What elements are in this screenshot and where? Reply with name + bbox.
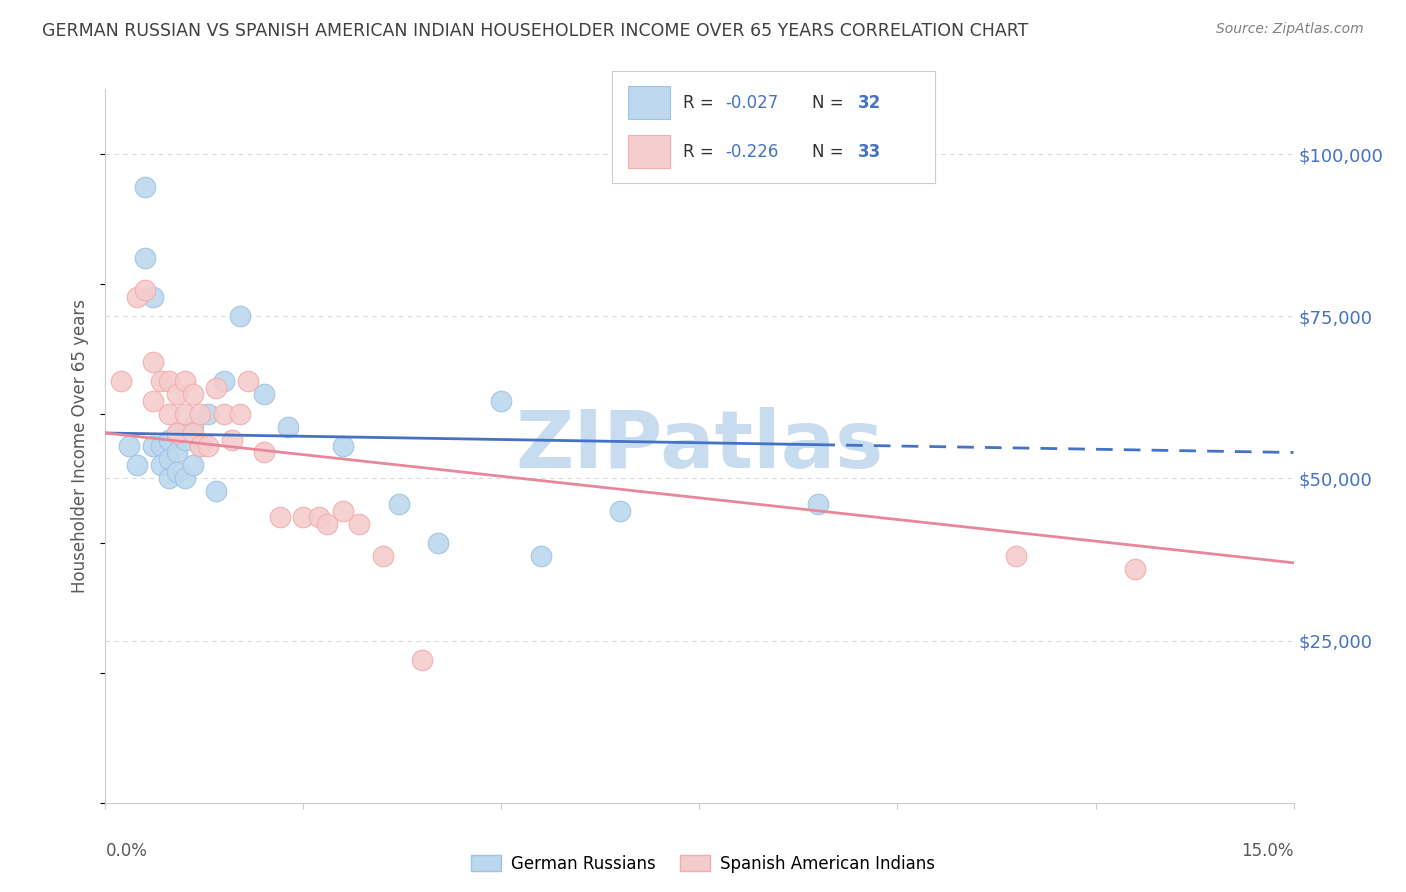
- Point: [127, 290, 149, 304]
- Text: 32: 32: [858, 94, 880, 112]
- Point: [173, 374, 195, 388]
- Point: [277, 419, 299, 434]
- Text: R =: R =: [683, 143, 718, 161]
- Point: [411, 653, 433, 667]
- Point: [197, 439, 219, 453]
- Point: [142, 393, 165, 408]
- Point: [142, 290, 165, 304]
- Text: N =: N =: [813, 94, 849, 112]
- Point: [134, 179, 156, 194]
- Point: [221, 433, 243, 447]
- Point: [190, 439, 212, 453]
- Legend: German Russians, Spanish American Indians: German Russians, Spanish American Indian…: [464, 848, 942, 880]
- Point: [149, 458, 172, 473]
- Point: [181, 458, 204, 473]
- Point: [173, 471, 195, 485]
- Text: -0.027: -0.027: [725, 94, 778, 112]
- Point: [332, 439, 354, 453]
- Point: [149, 374, 172, 388]
- Point: [157, 452, 180, 467]
- Point: [308, 510, 330, 524]
- Text: ZIPatlas: ZIPatlas: [516, 407, 883, 485]
- Bar: [627, 86, 669, 120]
- Bar: [627, 135, 669, 169]
- Text: 33: 33: [858, 143, 880, 161]
- Text: N =: N =: [813, 143, 849, 161]
- Point: [166, 465, 188, 479]
- Point: [166, 445, 188, 459]
- Point: [157, 471, 180, 485]
- Y-axis label: Householder Income Over 65 years: Householder Income Over 65 years: [72, 299, 90, 593]
- Point: [157, 374, 180, 388]
- Point: [1123, 562, 1146, 576]
- Point: [118, 439, 141, 453]
- Point: [214, 407, 236, 421]
- Point: [197, 407, 219, 421]
- Point: [181, 419, 204, 434]
- Point: [166, 425, 188, 440]
- Point: [229, 310, 252, 324]
- Point: [332, 504, 354, 518]
- Point: [214, 374, 236, 388]
- Point: [134, 251, 156, 265]
- Point: [173, 407, 195, 421]
- Point: [427, 536, 450, 550]
- Text: 0.0%: 0.0%: [105, 842, 148, 860]
- Point: [110, 374, 132, 388]
- Point: [190, 407, 212, 421]
- Point: [229, 407, 252, 421]
- Point: [134, 283, 156, 297]
- Point: [269, 510, 291, 524]
- Point: [157, 433, 180, 447]
- Point: [157, 407, 180, 421]
- Point: [491, 393, 513, 408]
- Point: [149, 439, 172, 453]
- Point: [292, 510, 315, 524]
- Point: [173, 433, 195, 447]
- Point: [142, 354, 165, 368]
- Text: 15.0%: 15.0%: [1241, 842, 1294, 860]
- Point: [142, 439, 165, 453]
- Point: [1005, 549, 1028, 564]
- Point: [253, 445, 276, 459]
- Point: [181, 387, 204, 401]
- Point: [347, 516, 370, 531]
- Text: Source: ZipAtlas.com: Source: ZipAtlas.com: [1216, 22, 1364, 37]
- Point: [253, 387, 276, 401]
- Point: [166, 425, 188, 440]
- Point: [166, 387, 188, 401]
- Text: -0.226: -0.226: [725, 143, 778, 161]
- Point: [205, 484, 228, 499]
- Point: [205, 381, 228, 395]
- Text: GERMAN RUSSIAN VS SPANISH AMERICAN INDIAN HOUSEHOLDER INCOME OVER 65 YEARS CORRE: GERMAN RUSSIAN VS SPANISH AMERICAN INDIA…: [42, 22, 1029, 40]
- Point: [387, 497, 409, 511]
- Point: [236, 374, 259, 388]
- Point: [609, 504, 631, 518]
- Point: [807, 497, 830, 511]
- Point: [190, 439, 212, 453]
- Point: [530, 549, 553, 564]
- Point: [316, 516, 339, 531]
- Point: [181, 425, 204, 440]
- Point: [127, 458, 149, 473]
- Point: [371, 549, 394, 564]
- Text: R =: R =: [683, 94, 718, 112]
